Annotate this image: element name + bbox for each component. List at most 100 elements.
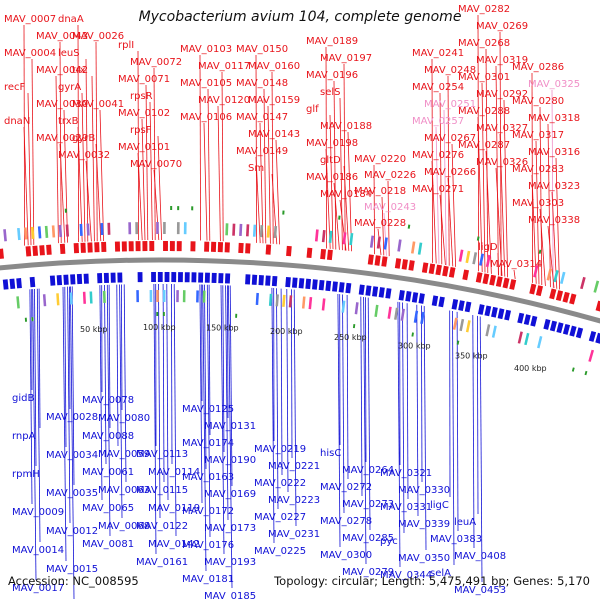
gene-label[interactable]: MAV_0131 bbox=[204, 421, 256, 432]
gene-label[interactable]: MAV_0149 bbox=[236, 146, 288, 157]
gene-label[interactable]: MAV_0288 bbox=[458, 106, 510, 117]
gene-label[interactable]: MAV_0122 bbox=[136, 521, 188, 532]
gene-label[interactable]: MAV_0314 bbox=[490, 259, 542, 270]
gene-label[interactable]: MAV_0301 bbox=[458, 72, 510, 83]
gene-label[interactable]: MAV_0189 bbox=[306, 36, 358, 47]
gene-label[interactable]: MAV_0034 bbox=[46, 450, 98, 461]
gene-label[interactable]: MAV_0279 bbox=[342, 567, 394, 578]
gene-label[interactable]: MAV_0150 bbox=[236, 44, 288, 55]
gene-label[interactable]: MAV_0327 bbox=[476, 123, 528, 134]
gene-label[interactable]: MAV_0041 bbox=[72, 99, 124, 110]
gene-label[interactable]: MAV_0303 bbox=[512, 198, 564, 209]
gene-label[interactable]: MAV_0292 bbox=[476, 89, 528, 100]
gene-label[interactable]: MAV_0015 bbox=[46, 564, 98, 575]
gene-label[interactable]: MAV_0318 bbox=[528, 113, 580, 124]
gene-label[interactable]: MAV_0070 bbox=[130, 159, 182, 170]
gene-label[interactable]: MAV_0061 bbox=[82, 467, 134, 478]
gene-label[interactable]: MAV_0221 bbox=[268, 461, 320, 472]
gene-label[interactable]: trx bbox=[72, 65, 86, 76]
gene-label[interactable]: MAV_0241 bbox=[412, 48, 464, 59]
gene-label[interactable]: MAV_0043 bbox=[36, 31, 88, 42]
gene-label[interactable]: dnaA bbox=[58, 14, 84, 25]
gene-label[interactable]: MAV_0142 bbox=[148, 539, 200, 550]
gene-label[interactable]: MAV_0319 bbox=[476, 55, 528, 66]
gene-label[interactable]: MAV_0081 bbox=[82, 539, 134, 550]
gene-label[interactable]: MAV_0257 bbox=[412, 116, 464, 127]
gene-label[interactable]: MAV_0071 bbox=[118, 74, 170, 85]
gene-label[interactable]: MAV_0251 bbox=[424, 99, 476, 110]
gene-label[interactable]: gltD bbox=[320, 155, 341, 166]
gene-label[interactable]: MAV_0105 bbox=[180, 78, 232, 89]
gene-label[interactable]: ligD bbox=[478, 242, 498, 253]
gene-label[interactable]: MAV_0225 bbox=[254, 546, 306, 557]
gene-label[interactable]: MAV_0223 bbox=[268, 495, 320, 506]
gene-label[interactable]: MAV_0222 bbox=[254, 478, 306, 489]
gene-label[interactable]: MAV_0119 bbox=[148, 503, 200, 514]
gene-label[interactable]: MAV_0173 bbox=[204, 523, 256, 534]
gene-label[interactable]: MAV_0280 bbox=[512, 96, 564, 107]
gene-label[interactable]: MAV_0316 bbox=[528, 147, 580, 158]
gene-label[interactable]: MAV_0161 bbox=[136, 557, 188, 568]
gene-label[interactable]: MAV_0184 bbox=[320, 189, 372, 200]
gene-label[interactable]: rpsR bbox=[130, 91, 153, 102]
gene-label[interactable]: rpsF bbox=[130, 125, 152, 136]
gene-label[interactable]: MAV_0101 bbox=[118, 142, 170, 153]
gene-label[interactable]: MAV_0078 bbox=[82, 395, 134, 406]
gene-label[interactable]: MAV_0160 bbox=[248, 61, 300, 72]
gene-label[interactable]: MAV_0080 bbox=[98, 413, 150, 424]
gene-label[interactable]: selS bbox=[320, 87, 341, 98]
gene-label[interactable]: MAV_0226 bbox=[364, 170, 416, 181]
gene-label[interactable]: MAV_0169 bbox=[204, 489, 256, 500]
gene-label[interactable]: MAV_0004 bbox=[4, 48, 56, 59]
gene-label[interactable]: rpmH bbox=[12, 469, 40, 480]
gene-label[interactable]: MAV_0453 bbox=[454, 585, 506, 596]
gene-label[interactable]: MAV_0286 bbox=[512, 62, 564, 73]
gene-label[interactable]: MAV_0068 bbox=[98, 521, 150, 532]
gene-label[interactable]: MAV_0032 bbox=[58, 150, 110, 161]
gene-label[interactable]: MAV_0317 bbox=[512, 130, 564, 141]
gene-label[interactable]: MAV_0072 bbox=[130, 57, 182, 68]
gene-label[interactable]: MAV_0143 bbox=[248, 129, 300, 140]
gene-label[interactable]: MAV_0174 bbox=[182, 438, 234, 449]
gene-label[interactable]: MAV_0285 bbox=[342, 533, 394, 544]
gene-label[interactable]: MAV_0408 bbox=[454, 551, 506, 562]
gene-label[interactable]: MAV_0113 bbox=[136, 449, 188, 460]
gene-label[interactable]: leuA bbox=[454, 517, 476, 528]
gene-label[interactable]: MAV_0059 bbox=[98, 449, 150, 460]
gene-label[interactable]: MAV_0282 bbox=[458, 4, 510, 15]
gene-label[interactable]: MAV_0339 bbox=[398, 519, 450, 530]
gene-label[interactable]: MAV_0176 bbox=[182, 540, 234, 551]
gene-label[interactable]: Sm bbox=[248, 163, 264, 174]
gene-label[interactable]: MAV_0103 bbox=[180, 44, 232, 55]
gene-label[interactable]: MAV_0014 bbox=[12, 545, 64, 556]
gene-label[interactable]: rnpA bbox=[12, 431, 36, 442]
gene-label[interactable]: MAV_0163 bbox=[182, 472, 234, 483]
gene-label[interactable]: MAV_0228 bbox=[354, 218, 406, 229]
gene-label[interactable]: MAV_0029 bbox=[36, 133, 88, 144]
gene-label[interactable]: MAV_0088 bbox=[82, 431, 134, 442]
gene-label[interactable]: MAV_0147 bbox=[236, 112, 288, 123]
gene-label[interactable]: MAV_0125 bbox=[182, 404, 234, 415]
gene-label[interactable]: MAV_0330 bbox=[398, 485, 450, 496]
gene-label[interactable]: ligC bbox=[430, 500, 449, 511]
gene-label[interactable]: MAV_0007 bbox=[4, 14, 56, 25]
gene-label[interactable]: MAV_0159 bbox=[248, 95, 300, 106]
gene-label[interactable]: MAV_0268 bbox=[458, 38, 510, 49]
gene-label[interactable]: pyc bbox=[380, 536, 398, 547]
gene-label[interactable]: hisC bbox=[320, 448, 341, 459]
gene-label[interactable]: MAV_0321 bbox=[380, 468, 432, 479]
gene-label[interactable]: MAV_0254 bbox=[412, 82, 464, 93]
gene-label[interactable]: MAV_0035 bbox=[46, 488, 98, 499]
gene-label[interactable]: MAV_0186 bbox=[306, 172, 358, 183]
gene-label[interactable]: MAV_0172 bbox=[182, 506, 234, 517]
gene-label[interactable]: MAV_0300 bbox=[320, 550, 372, 561]
gene-label[interactable]: MAV_0278 bbox=[320, 516, 372, 527]
gene-label[interactable]: trxB bbox=[58, 116, 79, 127]
gene-label[interactable]: MAV_0063 bbox=[98, 485, 150, 496]
gene-label[interactable]: MAV_0383 bbox=[430, 534, 482, 545]
gene-label[interactable]: MAV_0269 bbox=[476, 21, 528, 32]
gene-label[interactable]: selA bbox=[430, 568, 451, 579]
gene-label[interactable]: MAV_0273 bbox=[342, 499, 394, 510]
gene-label[interactable]: MAV_0030 bbox=[36, 99, 88, 110]
gene-label[interactable]: MAV_0231 bbox=[268, 529, 320, 540]
